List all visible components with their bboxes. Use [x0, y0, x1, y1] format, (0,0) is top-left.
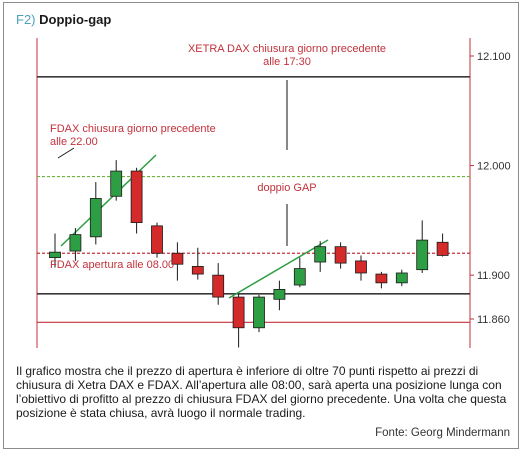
candle — [273, 280, 286, 311]
y-tick-label: 12.000 — [477, 161, 511, 173]
figure-name: Doppio-gap — [39, 12, 112, 27]
candle-body — [293, 268, 306, 286]
candle-body — [436, 241, 449, 256]
fdax-close-label-line2: alle 22.00 — [50, 136, 98, 148]
candle — [171, 242, 184, 281]
y-axis-ticks: 12.100 12.000 11.900 11.860 — [470, 51, 511, 326]
candle — [253, 294, 265, 333]
candlestick-chart: XETRA DAX chiusura giorno precedente all… — [36, 38, 511, 348]
candle-body — [191, 265, 204, 275]
candle — [89, 182, 102, 245]
figure-caption: Il grafico mostra che il prezzo di apert… — [16, 364, 507, 420]
candle — [293, 257, 306, 288]
xetra-close-label-line1: XETRA DAX chiusura giorno precedente — [188, 43, 386, 55]
y-tick-label: 11.900 — [477, 270, 510, 282]
candle — [110, 160, 123, 201]
fdax-close-label-line1: FDAX chiusura giorno precedente — [50, 123, 216, 135]
candle — [69, 228, 82, 261]
candle — [395, 269, 408, 287]
candle-body — [395, 272, 408, 284]
candle-body — [334, 246, 347, 264]
reference-levels — [37, 76, 470, 323]
figure-title: F2) Doppio-gap — [16, 12, 111, 27]
candle-body — [110, 170, 123, 197]
y-tick-label: 12.100 — [477, 51, 511, 63]
candle-body — [49, 251, 61, 259]
figure-number: F2) — [16, 12, 36, 27]
candle-body — [355, 260, 367, 274]
candle-body — [273, 289, 286, 300]
y-tick-label: 11.860 — [477, 314, 510, 326]
source-credit: Fonte: Georg Mindermann — [375, 427, 510, 439]
candle-body — [171, 252, 184, 265]
candle-body — [130, 170, 143, 223]
uptrend-line-first — [60, 154, 157, 247]
candle-body — [212, 274, 225, 298]
candle — [355, 255, 367, 281]
candle — [334, 242, 347, 269]
candle — [191, 247, 204, 280]
candle — [416, 220, 429, 273]
candles — [49, 160, 449, 348]
candle — [212, 263, 225, 305]
annotation-pointer — [57, 147, 75, 159]
candle — [436, 233, 449, 257]
trend-lines — [57, 147, 329, 299]
fdax-open-label: FDAX apertura alle 08.00 — [50, 259, 174, 271]
candle-body — [151, 225, 163, 254]
candle-body — [375, 273, 388, 284]
candle-body — [232, 296, 245, 329]
candle — [232, 293, 245, 348]
candle-body — [89, 198, 102, 238]
candle-body — [416, 239, 429, 271]
candle — [375, 271, 388, 289]
candle-body — [253, 296, 265, 329]
candle — [151, 222, 163, 258]
candle-body — [69, 234, 82, 252]
uptrend-line-second — [228, 239, 329, 299]
candle-body — [314, 246, 327, 263]
double-gap-label: doppio GAP — [257, 182, 316, 194]
candle — [130, 167, 143, 234]
candle — [49, 233, 61, 268]
xetra-close-label-line2: alle 17:30 — [263, 56, 311, 68]
candle — [314, 241, 327, 272]
